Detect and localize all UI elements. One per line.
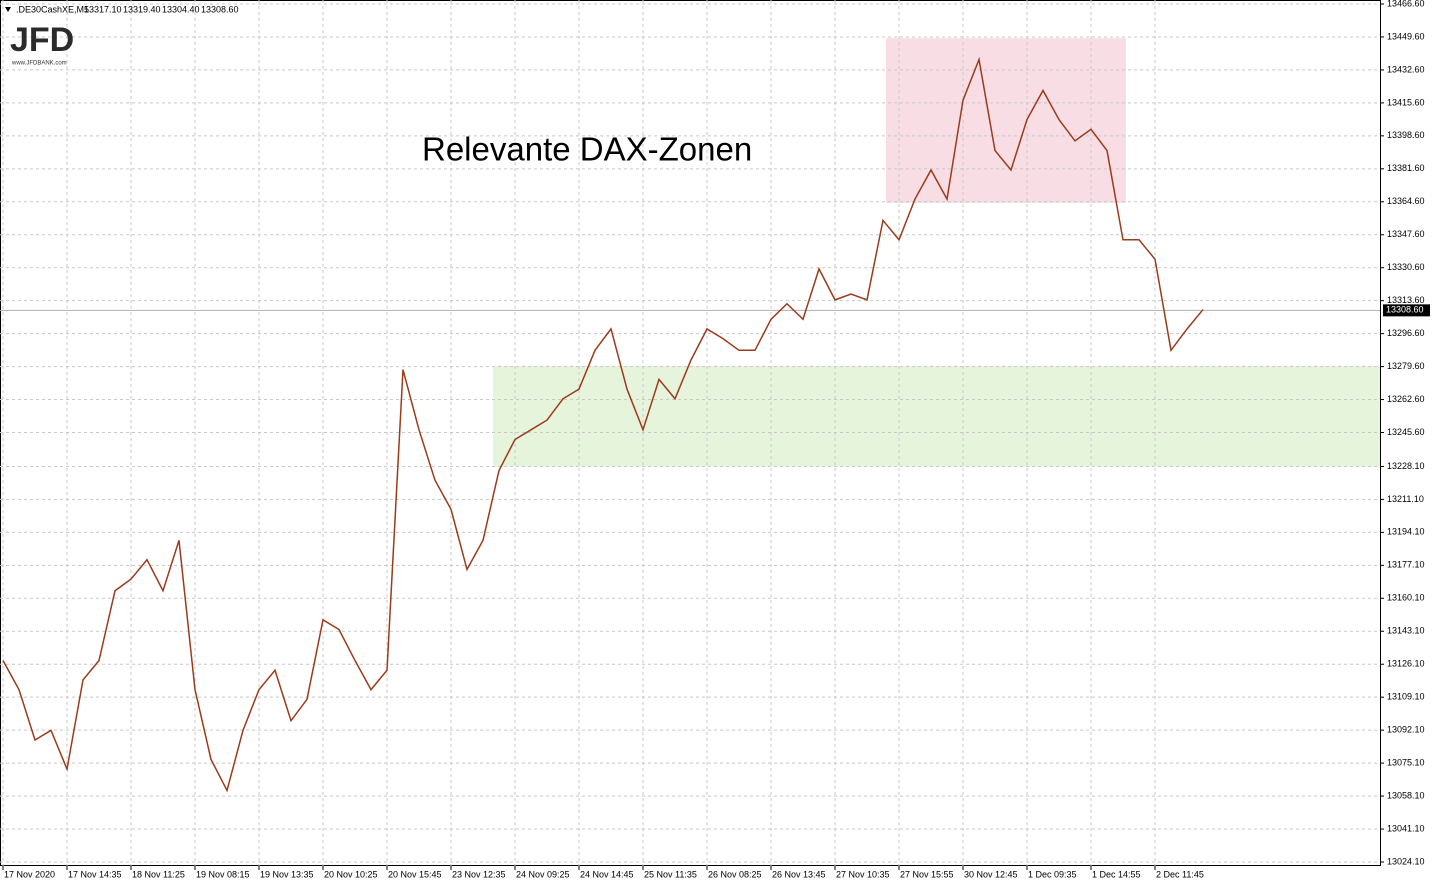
x-tick-label: 24 Nov 09:25 (516, 869, 570, 879)
y-tick-label: 13432.60 (1387, 64, 1425, 74)
y-tick-label: 13058.10 (1387, 790, 1425, 800)
y-tick-label: 13024.10 (1387, 856, 1425, 866)
last-price-label: 13308.60 (1386, 305, 1424, 315)
header-price: 13308.60 (201, 4, 239, 14)
x-tick-label: 27 Nov 10:35 (836, 869, 890, 879)
y-tick-label: 13415.60 (1387, 97, 1425, 107)
x-tick-label: 18 Nov 11:25 (132, 869, 185, 879)
x-tick-label: 27 Nov 15:55 (900, 869, 954, 879)
x-tick-label: 2 Dec 11:45 (1156, 869, 1204, 879)
menu-arrow[interactable] (5, 7, 11, 12)
x-tick-label: 23 Nov 12:35 (452, 869, 506, 879)
x-tick-label: 20 Nov 10:25 (324, 869, 378, 879)
y-tick-label: 13364.60 (1387, 196, 1425, 206)
annotation: Relevante DAX-Zonen (422, 131, 752, 168)
y-tick-label: 13381.60 (1387, 163, 1425, 173)
y-tick-label: 13245.60 (1387, 427, 1425, 437)
zone (886, 38, 1126, 203)
logo: JFD (10, 21, 74, 59)
x-tick-label: 30 Nov 12:45 (964, 869, 1018, 879)
y-tick-label: 13347.60 (1387, 229, 1425, 239)
x-tick-label: 25 Nov 11:35 (644, 869, 697, 879)
price-line (2, 56, 1204, 793)
header-price: 13304.40 (162, 4, 200, 14)
y-tick-label: 13177.10 (1387, 560, 1425, 570)
y-tick-label: 13092.10 (1387, 725, 1425, 735)
y-tick-label: 13466.60 (1387, 0, 1425, 8)
y-tick-label: 13194.10 (1387, 527, 1425, 537)
x-tick-label: 20 Nov 15:45 (388, 869, 442, 879)
logo-url: www.JFDBANK.com (11, 61, 67, 67)
y-tick-label: 13211.10 (1387, 494, 1424, 504)
x-tick-label: 1 Dec 14:55 (1092, 869, 1141, 879)
zones (493, 38, 1380, 467)
y-tick-label: 13330.60 (1387, 262, 1425, 272)
y-tick-label: 13109.10 (1387, 692, 1425, 702)
header-price: 13319.40 (123, 4, 161, 14)
y-tick-label: 13313.60 (1387, 295, 1425, 305)
x-tick-label: 1 Dec 09:35 (1028, 869, 1077, 879)
x-tick-label: 19 Nov 13:35 (260, 869, 314, 879)
last-price-box (1383, 304, 1430, 317)
x-tick-label: 19 Nov 08:15 (196, 869, 250, 879)
y-tick-label: 13041.10 (1387, 823, 1425, 833)
y-tick-label: 13262.60 (1387, 394, 1425, 404)
y-tick-label: 13143.10 (1387, 626, 1425, 636)
x-tick-label: 26 Nov 13:45 (772, 869, 826, 879)
y-tick-label: 13296.60 (1387, 328, 1425, 338)
x-tick-label: 17 Nov 14:35 (68, 869, 122, 879)
y-tick-label: 13228.10 (1387, 461, 1425, 471)
plot (0, 56, 1380, 793)
y-tick-label: 13279.60 (1387, 361, 1425, 371)
y-tick-label: 13126.10 (1387, 659, 1425, 669)
y-tick-label: 13398.60 (1387, 130, 1425, 140)
symbol: .DE30CashXE,M5 (16, 4, 89, 14)
grid (0, 0, 1380, 866)
x-tick-label: 26 Nov 08:25 (708, 869, 762, 879)
x-tick-label: 24 Nov 14:45 (580, 869, 634, 879)
y-tick-label: 13160.10 (1387, 593, 1425, 603)
zone (493, 365, 1380, 467)
header-price: 13317.10 (84, 4, 122, 14)
x-tick-label: 17 Nov 2020 (4, 869, 55, 879)
y-tick-label: 13075.10 (1387, 757, 1425, 767)
y-tick-label: 13449.60 (1387, 31, 1425, 41)
